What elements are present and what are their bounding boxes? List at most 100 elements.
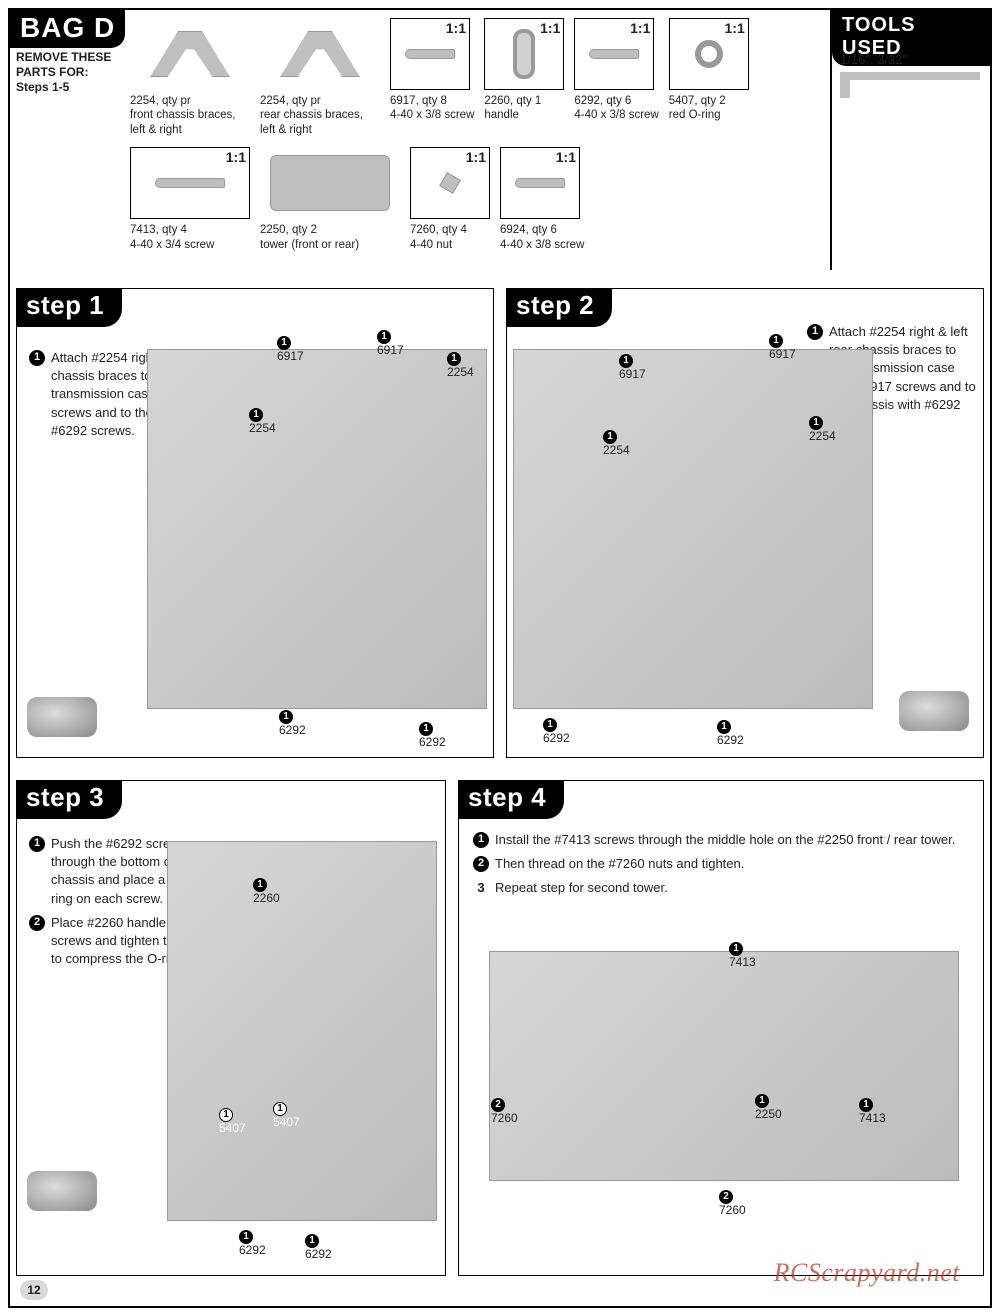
step-tab: step 4 [458, 780, 564, 819]
part-thumb [130, 18, 250, 90]
step-tab: step 2 [506, 288, 612, 327]
callout-partnumber: 5407 [219, 1122, 246, 1134]
callout-partnumber: 6917 [619, 368, 646, 380]
part-thumb [260, 147, 400, 219]
step-3-panel: step 31Push the #6292 screws through the… [16, 780, 446, 1276]
steps-row-2: step 31Push the #6292 screws through the… [16, 780, 984, 1276]
scale-label: 1:1 [446, 20, 466, 36]
part-label: 6917, qty 84-40 x 3/8 screw [390, 94, 474, 123]
part-callout: 15407 [219, 1107, 246, 1134]
screw-long-icon [155, 178, 225, 188]
oring-icon [695, 40, 723, 68]
part-label: 6924, qty 64-40 x 3/8 screw [500, 223, 584, 252]
part-label: 2254, qty prrear chassis braces,left & r… [260, 94, 363, 137]
screw-icon [589, 49, 639, 59]
brace-icon [280, 31, 360, 77]
part-item: 1:1 7413, qty 44-40 x 3/4 screw [130, 147, 250, 252]
callout-number: 1 [239, 1230, 253, 1244]
callout-number: 1 [603, 430, 617, 444]
part-label: 7413, qty 44-40 x 3/4 screw [130, 223, 214, 252]
part-callout: 16292 [239, 1229, 266, 1256]
callout-partnumber: 2254 [447, 366, 474, 378]
part-callout: 15407 [273, 1101, 300, 1128]
part-callout: 16292 [543, 717, 570, 744]
part-callout: 12260 [253, 877, 280, 904]
assembly-illustration [167, 841, 437, 1221]
scale-label: 1:1 [725, 20, 745, 36]
part-item: 1:15407, qty 2red O-ring [669, 18, 749, 137]
callout-partnumber: 2254 [249, 422, 276, 434]
callout-partnumber: 7260 [491, 1112, 518, 1124]
page-number: 12 [20, 1280, 48, 1300]
parts-row-2: 1:1 7413, qty 44-40 x 3/4 screw 2250, qty … [130, 147, 820, 252]
callout-number: 1 [249, 408, 263, 422]
callout-number: 1 [447, 352, 461, 366]
part-thumb: 1:1 [130, 147, 250, 219]
part-callout: 16917 [769, 333, 796, 360]
part-callout: 17413 [859, 1097, 886, 1124]
part-item: 1:1 6917, qty 84-40 x 3/8 screw [390, 18, 474, 137]
callout-partnumber: 7413 [859, 1112, 886, 1124]
callout-partnumber: 2254 [603, 444, 630, 456]
remove-parts-note: REMOVE THESE PARTS FOR:Steps 1-5 [16, 50, 126, 95]
tools-text: 1/16", 3/32" [840, 52, 907, 67]
callout-partnumber: 2250 [755, 1108, 782, 1120]
part-label: 7260, qty 44-40 nut [410, 223, 467, 252]
instruction-text: Install the #7413 screws through the mid… [495, 831, 955, 849]
instruction-number: 2 [29, 915, 45, 931]
callout-partnumber: 6292 [419, 736, 446, 748]
callout-partnumber: 6917 [377, 344, 404, 356]
steps-row-1: step 11Attach #2254 right & left front c… [16, 288, 984, 758]
instruction-number: 1 [29, 836, 45, 852]
part-thumb [260, 18, 380, 90]
callout-partnumber: 6917 [769, 348, 796, 360]
part-thumb: 1:1 [410, 147, 490, 219]
callout-partnumber: 6292 [239, 1244, 266, 1256]
instruction-number: 1 [807, 324, 823, 340]
part-thumb: 1:1 [574, 18, 654, 90]
parts-list: 2254, qty prfront chassis braces,left & … [130, 18, 820, 262]
nut-icon [439, 172, 461, 194]
handle-icon [513, 29, 535, 79]
callout-partnumber: 2260 [253, 892, 280, 904]
part-thumb: 1:1 [390, 18, 470, 90]
parts-row-1: 2254, qty prfront chassis braces,left & … [130, 18, 820, 137]
instruction-text: Repeat step for second tower. [495, 879, 668, 897]
orientation-car-icon [27, 1171, 97, 1211]
instruction-text: Then thread on the #7260 nuts and tighte… [495, 855, 744, 873]
scale-label: 1:1 [556, 149, 576, 165]
callout-partnumber: 6292 [305, 1248, 332, 1260]
hex-key-icon [840, 72, 980, 102]
part-item: 2250, qty 2tower (front or rear) [260, 147, 400, 252]
step-tab: step 1 [16, 288, 122, 327]
assembly-illustration [513, 349, 873, 709]
instruction-number: 1 [473, 832, 489, 848]
callout-number: 1 [769, 334, 783, 348]
callout-number: 1 [543, 718, 557, 732]
assembly-illustration [489, 951, 959, 1181]
callout-number: 1 [305, 1234, 319, 1248]
step-4-panel: step 4 1 Install the #7413 screws through … [458, 780, 984, 1276]
scale-label: 1:1 [226, 149, 246, 165]
callout-number: 1 [859, 1098, 873, 1112]
part-label: 2250, qty 2tower (front or rear) [260, 223, 359, 252]
part-callout: 12254 [447, 351, 474, 378]
part-label: 2260, qty 1handle [484, 94, 541, 123]
callout-partnumber: 7260 [719, 1204, 746, 1216]
callout-number: 2 [719, 1190, 733, 1204]
callout-number: 1 [377, 330, 391, 344]
bag-badge: BAG D [10, 10, 125, 48]
callout-number: 1 [253, 878, 267, 892]
part-callout: 16917 [619, 353, 646, 380]
orientation-car-icon [899, 691, 969, 731]
scale-label: 1:1 [466, 149, 486, 165]
part-callout: 16292 [419, 721, 446, 748]
step-1-panel: step 11Attach #2254 right & left front c… [16, 288, 494, 758]
tools-used-box: TOOLS USED 1/16", 3/32" [830, 10, 990, 270]
part-callout: 16917 [377, 329, 404, 356]
part-callout: 16292 [305, 1233, 332, 1260]
callout-partnumber: 6292 [279, 724, 306, 736]
callout-number: 1 [717, 720, 731, 734]
step-2-panel: step 21Attach #2254 right & left rear ch… [506, 288, 984, 758]
callout-partnumber: 6917 [277, 350, 304, 362]
